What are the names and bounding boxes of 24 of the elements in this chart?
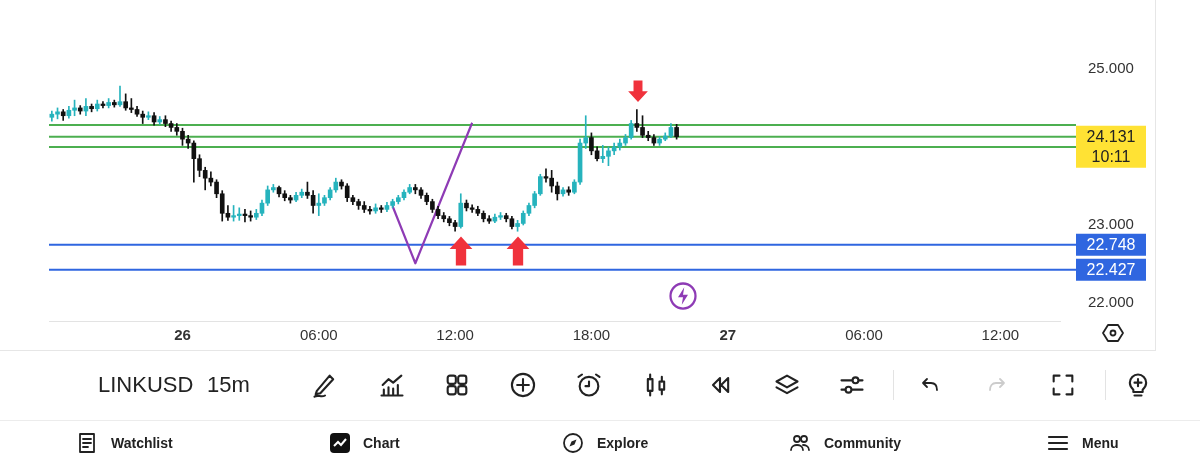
text: Chart — [363, 435, 400, 451]
text: 10:11 — [1091, 148, 1131, 166]
y-tick-label: 25.000 — [1088, 59, 1134, 77]
x-tick-label: 12:00 — [981, 326, 1020, 344]
text: Menu — [1082, 435, 1119, 451]
text: 24.131 — [1086, 128, 1136, 146]
text: 15m — [207, 372, 250, 398]
text: Community — [824, 435, 901, 451]
x-tick-label: 26 — [174, 326, 191, 344]
y-tick-label: 23.000 — [1088, 215, 1134, 233]
text: Explore — [597, 435, 649, 451]
text: LINKUSD — [98, 372, 194, 398]
x-tick-label: 12:00 — [436, 326, 474, 344]
x-tick-label: 27 — [719, 326, 737, 344]
ref-line-label: 22.427 — [1086, 261, 1136, 279]
text: Watchlist — [111, 435, 173, 451]
ref-line-label: 22.748 — [1086, 236, 1136, 254]
candlestick — [566, 186, 572, 196]
y-tick-label: 22.000 — [1088, 293, 1134, 311]
candlestick — [583, 115, 589, 149]
x-tick-label: 18:00 — [572, 326, 611, 344]
x-tick-label: 06:00 — [300, 326, 338, 344]
candlestick — [316, 193, 322, 216]
x-tick-label: 06:00 — [845, 326, 883, 344]
